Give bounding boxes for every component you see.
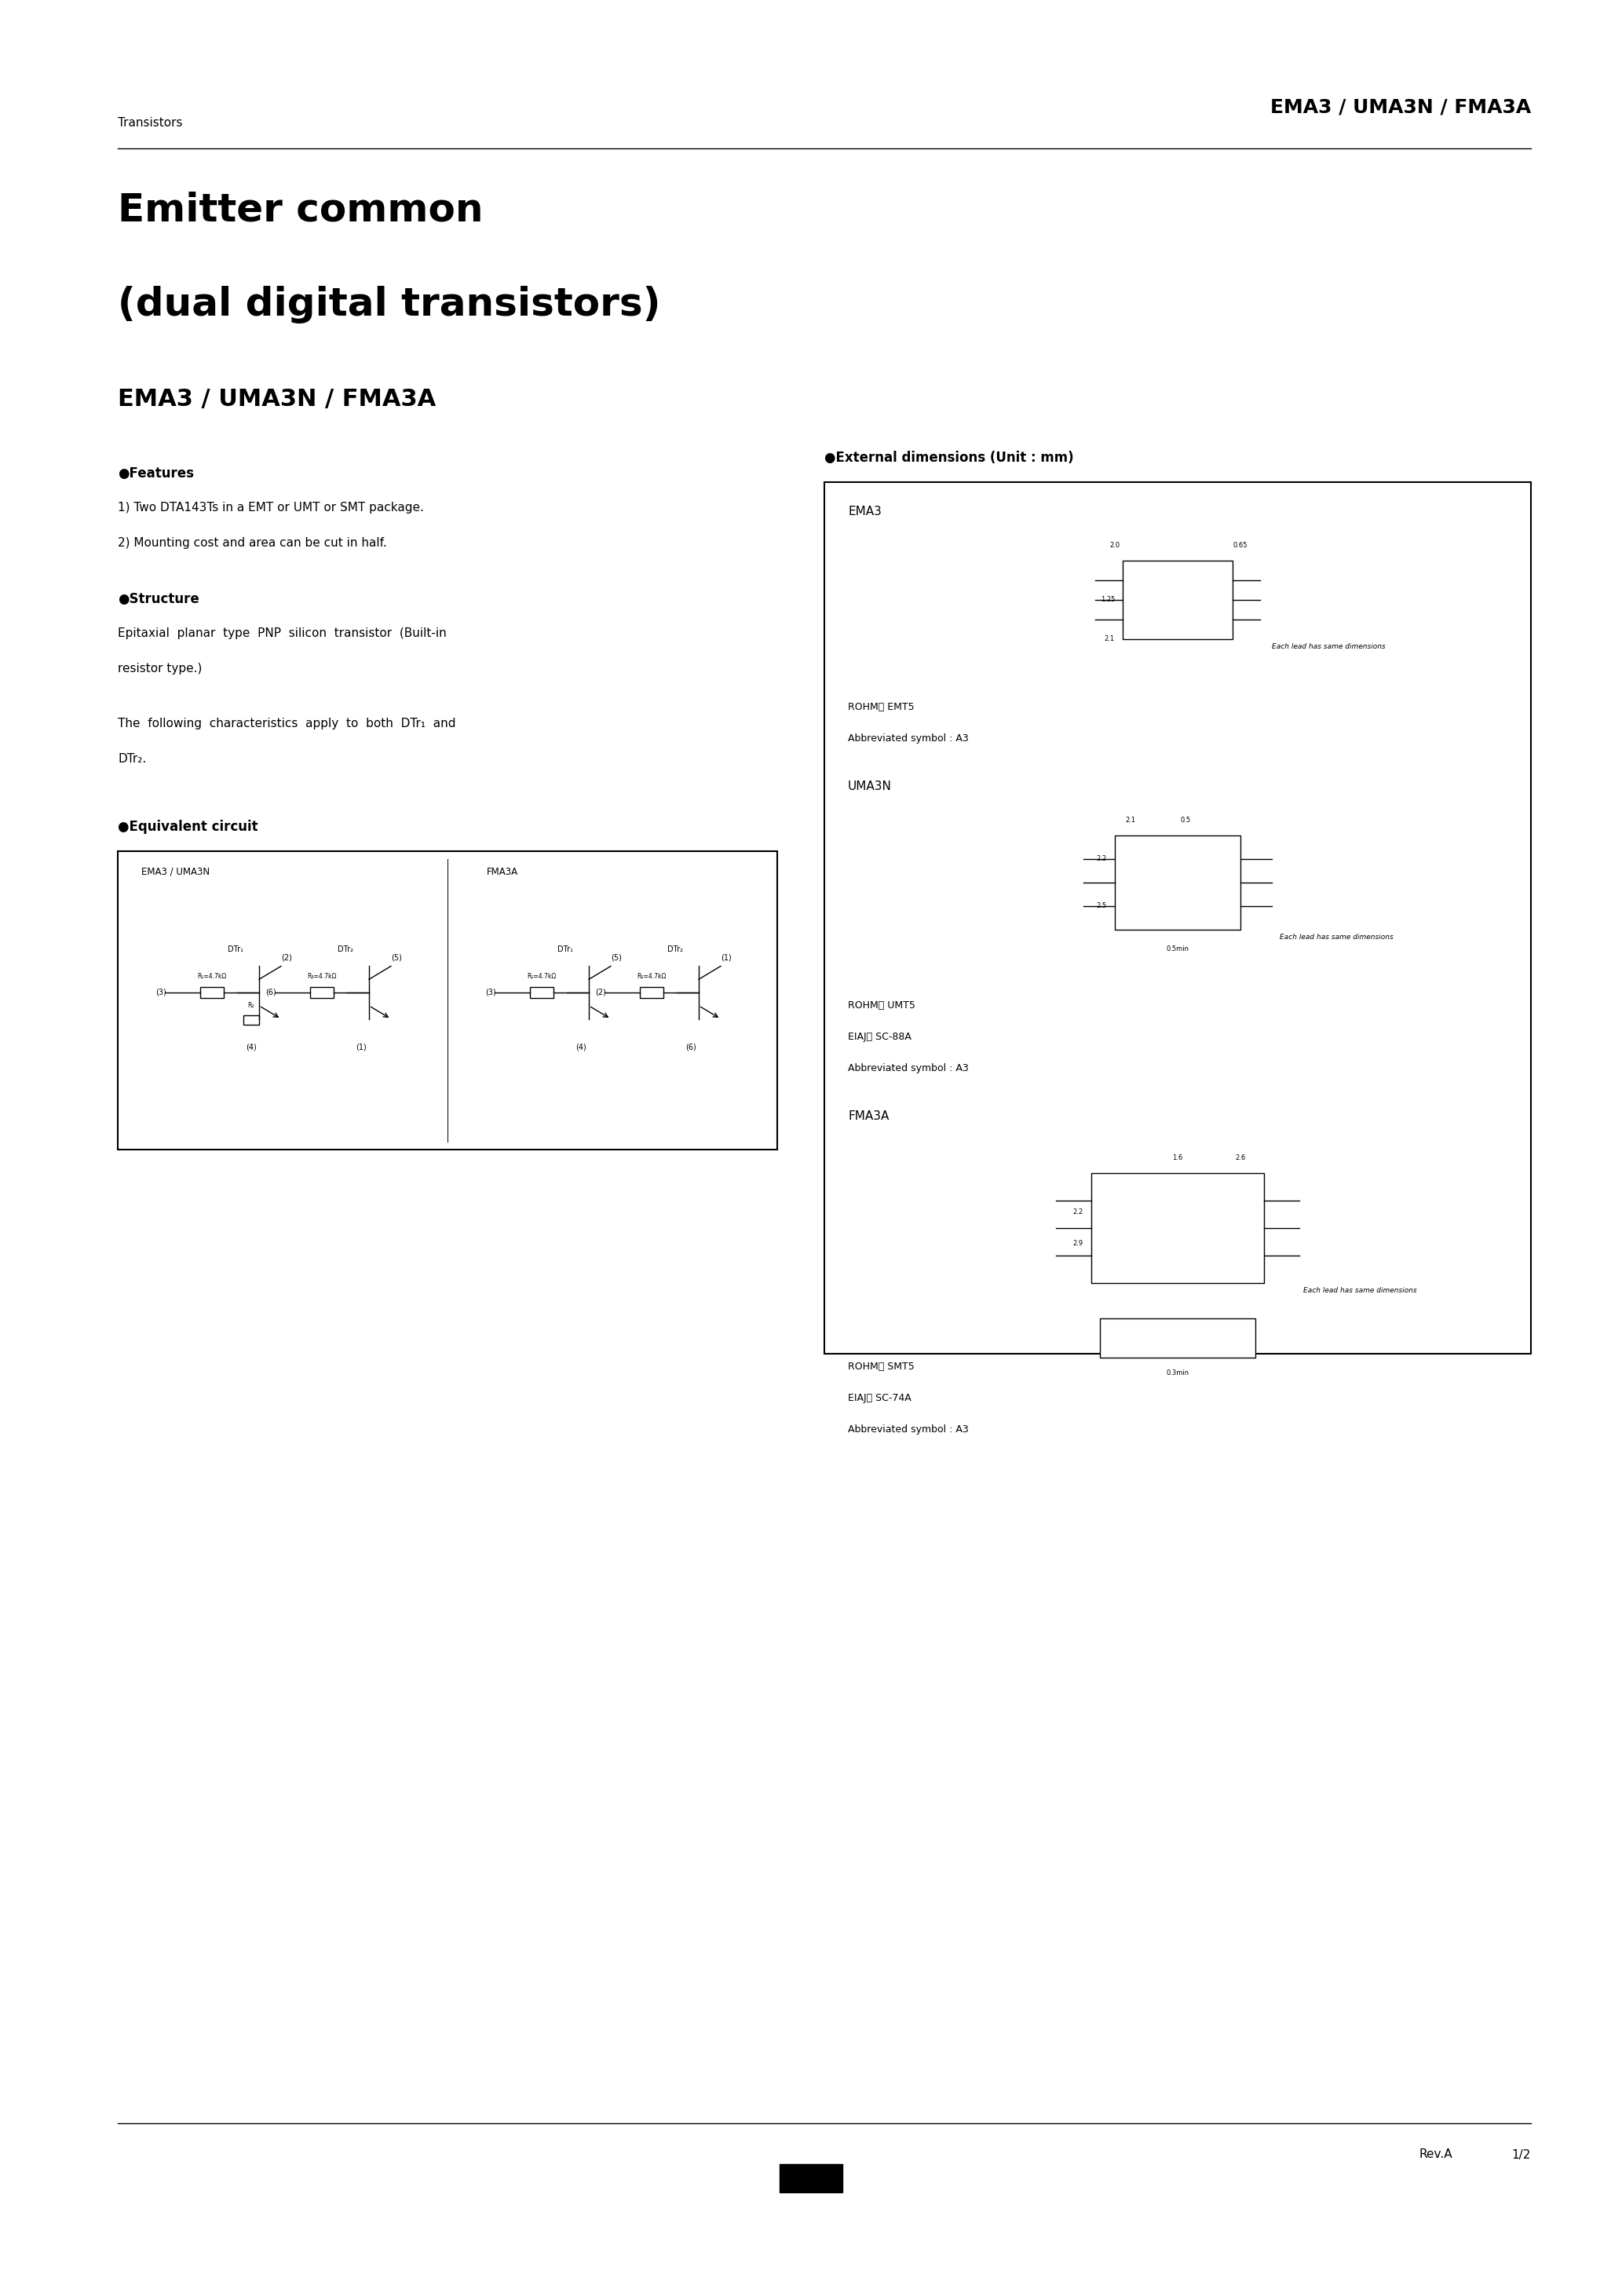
Text: DTr₂: DTr₂	[667, 946, 683, 953]
Text: UMA3N: UMA3N	[848, 781, 892, 792]
Text: 2) Mounting cost and area can be cut in half.: 2) Mounting cost and area can be cut in …	[118, 537, 388, 549]
Text: (dual digital transistors): (dual digital transistors)	[118, 285, 660, 324]
Text: DTr₁: DTr₁	[227, 946, 243, 953]
Text: Each lead has same dimensions: Each lead has same dimensions	[1272, 643, 1385, 650]
Bar	[530, 987, 553, 999]
Text: (4): (4)	[247, 1045, 256, 1052]
Text: 0.5min: 0.5min	[1166, 946, 1189, 953]
Text: Epitaxial  planar  type  PNP  silicon  transistor  (Built-in: Epitaxial planar type PNP silicon transi…	[118, 627, 446, 638]
Text: ●Structure: ●Structure	[118, 592, 200, 606]
Text: 2.2: 2.2	[1074, 1210, 1083, 1217]
FancyBboxPatch shape	[824, 482, 1531, 1355]
Text: The  following  characteristics  apply  to  both  DTr₁  and: The following characteristics apply to b…	[118, 719, 456, 730]
Text: 1/2: 1/2	[1512, 2149, 1531, 2161]
Bar	[200, 987, 224, 999]
Text: 0.65: 0.65	[1233, 542, 1247, 549]
Text: FMA3A: FMA3A	[487, 868, 519, 877]
Text: 2.1: 2.1	[1105, 636, 1114, 643]
Text: EMA3: EMA3	[848, 505, 882, 517]
Text: 2.5: 2.5	[1096, 902, 1106, 909]
Text: (5): (5)	[391, 953, 402, 962]
Text: Transistors: Transistors	[118, 117, 183, 129]
Bar	[1122, 560, 1233, 638]
Text: R₁=4.7kΩ: R₁=4.7kΩ	[527, 974, 556, 980]
Text: 2.0: 2.0	[1109, 542, 1119, 549]
Text: (2): (2)	[595, 990, 607, 996]
Text: (3): (3)	[156, 990, 167, 996]
Bar	[243, 1015, 260, 1024]
Text: Abbreviated symbol : A3: Abbreviated symbol : A3	[848, 732, 968, 744]
Text: R₂=4.7kΩ: R₂=4.7kΩ	[637, 974, 667, 980]
Text: DTr₁: DTr₁	[558, 946, 573, 953]
Text: (1): (1)	[720, 953, 732, 962]
Text: ROHM： EMT5: ROHM： EMT5	[848, 703, 915, 712]
Bar	[1114, 836, 1241, 930]
Text: EMA3 / UMA3N / FMA3A: EMA3 / UMA3N / FMA3A	[1270, 96, 1531, 117]
Text: (1): (1)	[355, 1045, 367, 1052]
Text: 2.6: 2.6	[1236, 1155, 1246, 1162]
Bar	[1100, 1318, 1255, 1357]
Text: (4): (4)	[576, 1045, 587, 1052]
Text: 1.25: 1.25	[1100, 597, 1114, 604]
Text: (6): (6)	[686, 1045, 696, 1052]
Text: (5): (5)	[611, 953, 621, 962]
Text: Each lead has same dimensions: Each lead has same dimensions	[1302, 1288, 1418, 1295]
Bar	[310, 987, 334, 999]
Text: 2.9: 2.9	[1074, 1240, 1083, 1247]
Text: R₃=4.7kΩ: R₃=4.7kΩ	[307, 974, 336, 980]
Text: 1.6: 1.6	[1173, 1155, 1182, 1162]
Text: EIAJ： SC-88A: EIAJ： SC-88A	[848, 1031, 912, 1042]
Text: Abbreviated symbol : A3: Abbreviated symbol : A3	[848, 1063, 968, 1075]
Text: DTr₂.: DTr₂.	[118, 753, 146, 765]
FancyBboxPatch shape	[118, 852, 777, 1150]
Text: 0.5: 0.5	[1181, 817, 1191, 824]
Text: 1) Two DTA143Ts in a EMT or UMT or SMT package.: 1) Two DTA143Ts in a EMT or UMT or SMT p…	[118, 503, 423, 514]
Text: EMA3 / UMA3N / FMA3A: EMA3 / UMA3N / FMA3A	[118, 388, 436, 411]
Text: ROHM： SMT5: ROHM： SMT5	[848, 1362, 915, 1371]
Text: ROHM： UMT5: ROHM： UMT5	[848, 1001, 915, 1010]
Text: ROHM: ROHM	[782, 2167, 840, 2190]
Text: 0.3min: 0.3min	[1166, 1368, 1189, 1378]
Text: EMA3 / UMA3N: EMA3 / UMA3N	[141, 868, 209, 877]
Text: 2.2: 2.2	[1096, 856, 1106, 863]
Text: R₂: R₂	[248, 1001, 255, 1008]
Bar	[639, 987, 663, 999]
Text: 2.1: 2.1	[1126, 817, 1135, 824]
Text: resistor type.): resistor type.)	[118, 664, 203, 675]
Text: R₁=4.7kΩ: R₁=4.7kΩ	[198, 974, 227, 980]
Text: (6): (6)	[266, 990, 276, 996]
Bar	[1092, 1173, 1264, 1283]
Text: (2): (2)	[281, 953, 292, 962]
Text: DTr₂: DTr₂	[337, 946, 354, 953]
Text: Rev.A: Rev.A	[1419, 2149, 1452, 2161]
Text: ●Equivalent circuit: ●Equivalent circuit	[118, 820, 258, 833]
Text: Abbreviated symbol : A3: Abbreviated symbol : A3	[848, 1424, 968, 1435]
Text: Each lead has same dimensions: Each lead has same dimensions	[1280, 934, 1393, 941]
Text: (3): (3)	[485, 990, 496, 996]
Text: ●Features: ●Features	[118, 466, 195, 480]
Text: EIAJ： SC-74A: EIAJ： SC-74A	[848, 1394, 912, 1403]
Text: ●External dimensions (Unit : mm): ●External dimensions (Unit : mm)	[824, 450, 1074, 464]
Text: Emitter common: Emitter common	[118, 191, 483, 230]
Text: FMA3A: FMA3A	[848, 1111, 889, 1123]
